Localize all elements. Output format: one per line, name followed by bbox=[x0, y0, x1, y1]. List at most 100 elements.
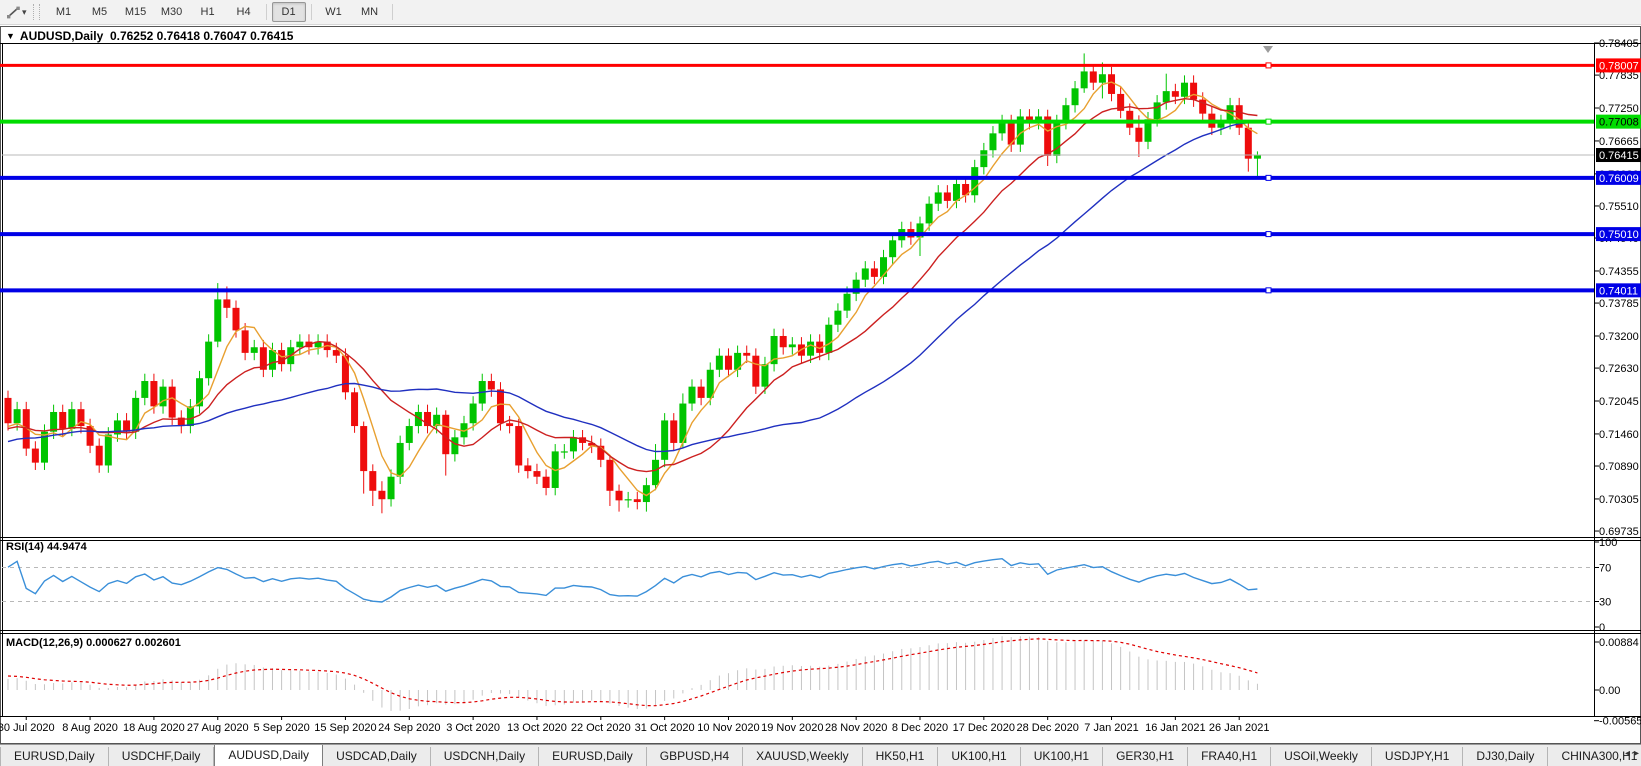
chart-tab-usoil-weekly[interactable]: USOil,Weekly bbox=[1271, 747, 1372, 766]
chart-window-border bbox=[0, 26, 1641, 744]
line-tool-caret[interactable]: ▾ bbox=[22, 6, 27, 17]
date-label: 5 Sep 2020 bbox=[253, 722, 310, 734]
price-tick-label: 0.76665 bbox=[1599, 136, 1639, 148]
hline-price-label: 0.74011 bbox=[1599, 285, 1638, 297]
chart-tab-xauusd-weekly[interactable]: XAUUSD,Weekly bbox=[743, 747, 863, 766]
date-label: 10 Nov 2020 bbox=[697, 722, 760, 734]
hline-handle[interactable] bbox=[1265, 287, 1272, 294]
rsi-tick-label: 0 bbox=[1599, 622, 1605, 634]
rsi-line bbox=[7, 557, 1258, 603]
candle-body bbox=[351, 392, 359, 427]
line-tool-icon[interactable] bbox=[4, 3, 22, 21]
candle-body bbox=[642, 485, 650, 503]
tab-scroll-right-icon[interactable]: ▸ bbox=[1633, 748, 1639, 759]
candle-body bbox=[834, 310, 842, 325]
timeframe-button-w1[interactable]: W1 bbox=[325, 6, 342, 18]
candle-body bbox=[433, 414, 441, 427]
candle-body bbox=[332, 350, 340, 356]
price-tick-label: 0.78405 bbox=[1599, 38, 1639, 50]
timeframe-button-m1[interactable]: M1 bbox=[55, 6, 72, 18]
candle-body bbox=[13, 409, 21, 424]
date-label: 27 Aug 2020 bbox=[186, 722, 249, 734]
chart-shift-marker-icon[interactable] bbox=[1263, 46, 1273, 53]
title-collapse-icon[interactable]: ▼ bbox=[6, 31, 15, 41]
chart-tab-usdcad-daily[interactable]: USDCAD,Daily bbox=[323, 747, 431, 766]
candle-body bbox=[113, 420, 121, 435]
candle-body bbox=[1062, 105, 1070, 123]
chart-tab-dj30-daily[interactable]: DJ30,Daily bbox=[1463, 747, 1549, 766]
price-tick-label: 0.75510 bbox=[1599, 201, 1639, 213]
price-tick-label: 0.77835 bbox=[1599, 70, 1639, 82]
timeframe-button-m5[interactable]: M5 bbox=[91, 6, 108, 18]
toolbar-separator bbox=[391, 4, 393, 20]
candle-body bbox=[451, 437, 459, 455]
timeframe-button-m15[interactable]: M15 bbox=[124, 6, 147, 18]
price-tick-label: 0.71460 bbox=[1599, 429, 1639, 441]
candle-body bbox=[752, 355, 760, 387]
date-label: 7 Jan 2021 bbox=[1084, 722, 1139, 734]
candle-body bbox=[633, 499, 641, 503]
hline-price-box bbox=[1596, 114, 1641, 129]
candle-body bbox=[296, 341, 304, 348]
chart-tab-usdjpy-h1[interactable]: USDJPY,H1 bbox=[1372, 747, 1464, 766]
candle-body bbox=[369, 471, 377, 491]
date-label: 28 Dec 2020 bbox=[1016, 722, 1079, 734]
hline-handle[interactable] bbox=[1265, 231, 1272, 238]
chart-tab-hk50-h1[interactable]: HK50,H1 bbox=[863, 747, 939, 766]
candle-body bbox=[743, 352, 751, 356]
chart-tab-uk100-h1[interactable]: UK100,H1 bbox=[938, 747, 1021, 766]
candle-body bbox=[1007, 122, 1015, 145]
chart-tab-usdcnh-daily[interactable]: USDCNH,Daily bbox=[431, 747, 540, 766]
candle-body bbox=[770, 335, 778, 365]
tab-scroll-left-icon[interactable]: ◂ bbox=[1624, 748, 1630, 759]
toolbar-separator bbox=[265, 4, 267, 20]
candle-body bbox=[59, 411, 67, 429]
candle-body bbox=[460, 423, 468, 438]
candle-body bbox=[1080, 71, 1088, 89]
chart-tab-gbpusd-h4[interactable]: GBPUSD,H4 bbox=[647, 747, 744, 766]
chart-tab-ger30-h1[interactable]: GER30,H1 bbox=[1103, 747, 1189, 766]
chart-tab-china300-h1[interactable]: CHINA300,H1 bbox=[1548, 747, 1641, 766]
candle-body bbox=[1144, 119, 1152, 142]
hline-handle[interactable] bbox=[1265, 174, 1272, 181]
hline-handle[interactable] bbox=[1265, 118, 1272, 125]
candle-body bbox=[588, 442, 596, 446]
candle-body bbox=[68, 409, 76, 429]
candle-body bbox=[469, 403, 477, 424]
candle-body bbox=[1035, 116, 1043, 123]
candle-body bbox=[4, 397, 12, 424]
timeframe-button-m30[interactable]: M30 bbox=[160, 6, 183, 18]
chart-tab-usdchf-daily[interactable]: USDCHF,Daily bbox=[109, 747, 215, 766]
candle-body bbox=[232, 307, 240, 331]
candle-body bbox=[697, 386, 705, 398]
hline-handle[interactable] bbox=[1265, 62, 1272, 69]
chart-tab-audusd-daily[interactable]: AUDUSD,Daily bbox=[214, 745, 324, 766]
chart-tab-fra40-h1[interactable]: FRA40,H1 bbox=[1188, 747, 1272, 766]
candle-body bbox=[123, 420, 131, 432]
hline-price-box bbox=[1596, 58, 1641, 73]
timeframe-button-h1[interactable]: H1 bbox=[200, 6, 215, 18]
timeframe-button-d1[interactable]: D1 bbox=[271, 2, 306, 22]
timeframe-button-h4[interactable]: H4 bbox=[236, 6, 251, 18]
chart-tab-uk100-h1[interactable]: UK100,H1 bbox=[1021, 747, 1104, 766]
chart-tab-eurusd-daily[interactable]: EURUSD,Daily bbox=[0, 747, 109, 766]
price-tick-label: 0.77250 bbox=[1599, 103, 1639, 115]
candle-body bbox=[1162, 91, 1170, 103]
candle-body bbox=[86, 426, 94, 446]
timeframe-button-mn[interactable]: MN bbox=[360, 6, 379, 18]
candle-body bbox=[104, 434, 112, 466]
candle-body bbox=[807, 341, 815, 356]
price-tick-label: 0.73200 bbox=[1599, 331, 1639, 343]
candle-body bbox=[496, 389, 504, 424]
candle-body bbox=[606, 459, 614, 491]
candle-body bbox=[542, 476, 550, 488]
chart-tab-eurusd-daily[interactable]: EURUSD,Daily bbox=[539, 747, 647, 766]
date-label: 30 Jul 2020 bbox=[0, 722, 55, 734]
candle-body bbox=[214, 299, 222, 342]
price-tick-label: 0.72630 bbox=[1599, 363, 1639, 375]
candle-body bbox=[168, 386, 176, 418]
candle-body bbox=[506, 423, 514, 427]
candle-body bbox=[597, 445, 605, 460]
date-label: 8 Dec 2020 bbox=[891, 722, 949, 734]
